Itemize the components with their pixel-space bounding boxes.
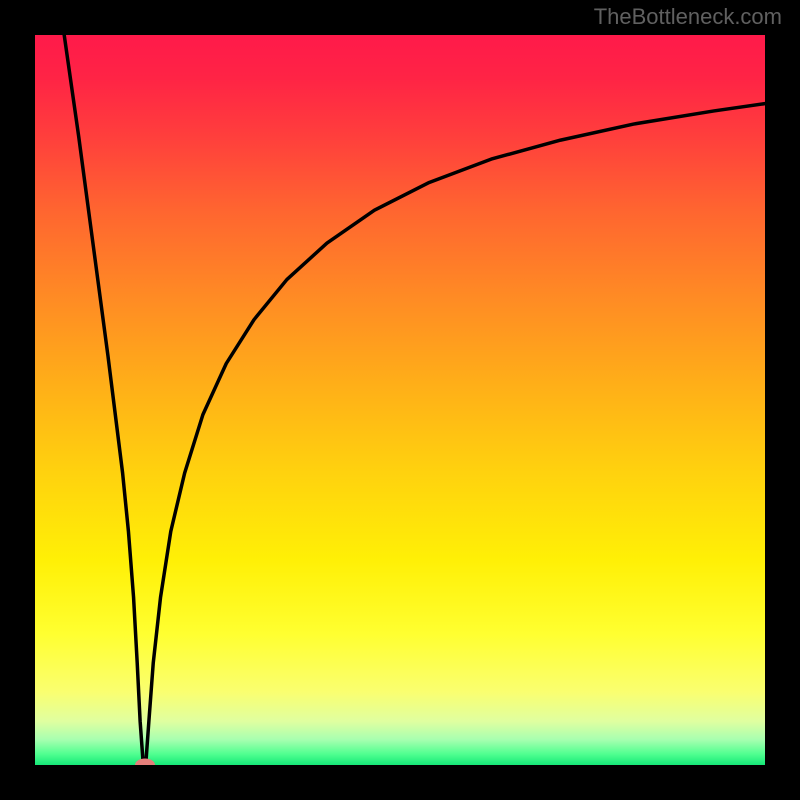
watermark-text: TheBottleneck.com <box>594 4 782 30</box>
bottleneck-curve <box>35 35 765 765</box>
optimum-marker <box>135 759 155 766</box>
chart-plot-area <box>35 35 765 765</box>
